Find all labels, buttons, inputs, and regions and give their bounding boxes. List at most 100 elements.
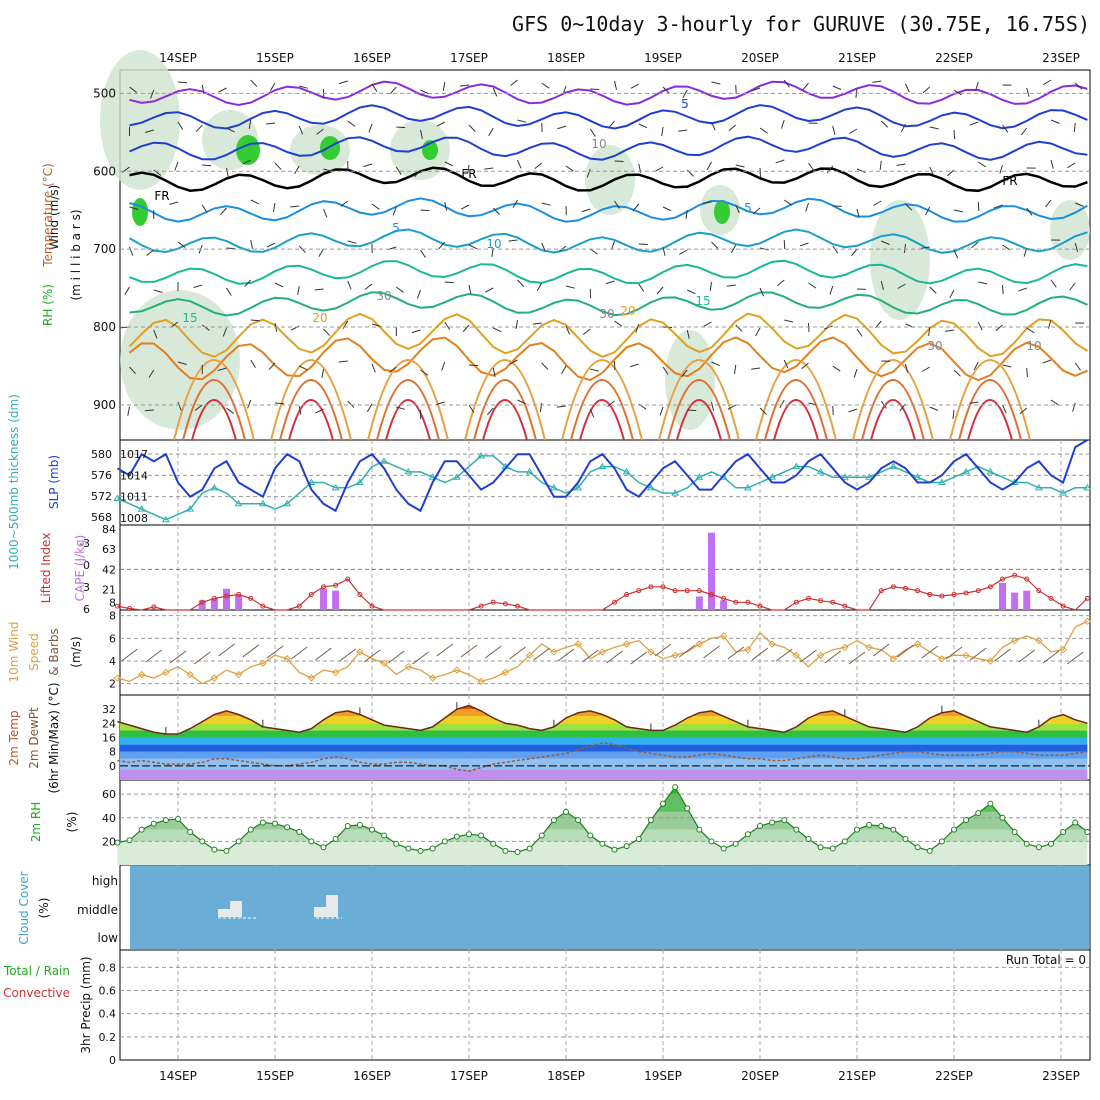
wind-barb <box>662 246 666 256</box>
wind-barb-10m <box>145 649 163 663</box>
wind-barb <box>177 401 182 411</box>
wind-barb <box>226 247 236 250</box>
lifted-index-point <box>211 595 217 601</box>
rh-point <box>441 838 448 845</box>
rh-point <box>1048 840 1054 847</box>
isotherm-line <box>129 166 1088 193</box>
rh-ytick: 20 <box>102 835 116 848</box>
wind-barb <box>517 279 525 287</box>
wind-speed-point <box>1059 645 1067 654</box>
wind-barb-10m <box>654 643 672 657</box>
cloud-ytick: high <box>92 874 118 888</box>
wind-barb <box>1002 244 1011 251</box>
date-label-bottom: 15SEP <box>256 1069 294 1083</box>
wind-barb <box>711 241 719 249</box>
temp-ytick: 24 <box>102 717 116 730</box>
thick-ytick: 572 <box>91 490 112 503</box>
rh-point <box>987 800 994 807</box>
lifted-index-point <box>927 592 933 598</box>
wind-speed-point <box>453 666 461 674</box>
rh-point <box>817 844 824 851</box>
isotherm-line <box>129 135 1088 161</box>
warm-arch <box>773 399 819 441</box>
wind-barb-10m <box>775 648 793 662</box>
wind-barb <box>299 85 309 89</box>
wind-barb <box>169 201 179 205</box>
wind-barb <box>274 282 284 288</box>
rh-point <box>308 838 315 845</box>
temp-band <box>120 737 1088 745</box>
contour-label: 5 <box>681 97 689 111</box>
wind-speed-point <box>428 674 437 682</box>
rh-point <box>951 826 957 833</box>
rh-point <box>478 832 485 839</box>
lifted-index-point <box>684 588 690 594</box>
wind-barb <box>805 202 809 212</box>
wind-barb-10m <box>703 645 720 659</box>
wind-barb <box>856 208 860 218</box>
wind-barb <box>1069 282 1076 291</box>
date-label-bottom: 14SEP <box>159 1069 197 1083</box>
lifted-index-point <box>636 588 642 594</box>
cape-bar <box>332 590 340 610</box>
temp-ytick: 0 <box>109 760 116 773</box>
dew-label: 2m DewPt <box>27 707 41 769</box>
cape-ytick: 84 <box>102 523 116 536</box>
wind-barb <box>557 405 567 408</box>
wind-barb <box>532 322 542 325</box>
lifted-index-line <box>117 574 1088 611</box>
wind-barb <box>468 124 476 132</box>
wind-speed-point <box>719 632 728 640</box>
wind-barb <box>323 328 331 336</box>
slp-ytick: 1008 <box>120 512 148 525</box>
wind-barb <box>662 206 672 212</box>
thickness-point <box>986 467 995 475</box>
rh-point <box>296 828 303 835</box>
wind-barb <box>686 329 690 339</box>
wind-barb <box>201 324 210 331</box>
wind-barb <box>226 407 234 414</box>
lifted-index-point <box>672 588 678 594</box>
wind-barb <box>922 86 931 94</box>
rh-point <box>805 836 812 843</box>
wind-barb <box>897 283 906 289</box>
thickness-point <box>646 483 655 491</box>
wind-barb <box>678 129 688 132</box>
date-label-top: 19SEP <box>644 51 682 65</box>
wind-barb <box>755 327 761 337</box>
wind-speed-point <box>1083 617 1092 626</box>
temp-line <box>117 704 1088 735</box>
wind-barb <box>1073 122 1076 133</box>
date-label-top: 14SEP <box>159 51 197 65</box>
wind-barb <box>1067 162 1076 169</box>
rh-point <box>1060 828 1067 835</box>
wind-barb <box>508 239 518 242</box>
date-label-bottom: 16SEP <box>353 1069 391 1083</box>
wind-speed-point <box>962 651 970 660</box>
wind-barb <box>414 169 421 178</box>
wind-barb <box>177 81 188 84</box>
wind-barb <box>174 161 179 171</box>
thickness-point <box>452 473 461 480</box>
lifted-index-point <box>951 592 957 598</box>
precip-label-total: Total / Rain <box>3 964 70 978</box>
wind-barb <box>783 359 789 369</box>
wind-barb <box>509 359 518 365</box>
thickness-point <box>161 515 170 523</box>
wind-barb <box>711 361 720 367</box>
wind-barb <box>484 167 494 170</box>
wind-barb <box>368 123 373 133</box>
wind-barb <box>244 279 252 288</box>
wind-barb-10m <box>969 647 987 661</box>
rh-point <box>502 847 509 854</box>
wind-barb <box>248 119 252 129</box>
lifted-index-point <box>696 588 702 594</box>
isotherm-line <box>128 336 1088 382</box>
wind-barb <box>856 168 866 173</box>
wind-barb <box>654 166 664 172</box>
wind-barb <box>468 364 479 367</box>
wind-barb <box>1047 319 1052 329</box>
wind-barb <box>194 404 203 411</box>
wind-barb-10m <box>1018 649 1036 663</box>
lifted-index-point <box>1060 603 1066 609</box>
